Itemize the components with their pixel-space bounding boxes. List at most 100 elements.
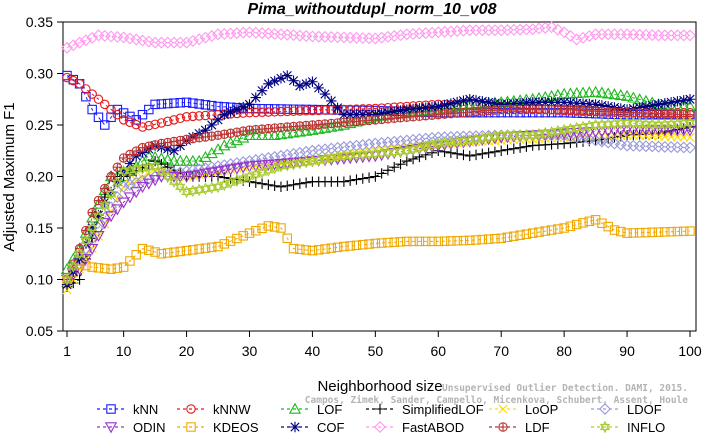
- data-point: [659, 98, 671, 109]
- legend-marker: [186, 404, 196, 414]
- data-point: [238, 231, 248, 241]
- legend-label: kNNW: [213, 402, 251, 417]
- legend-label: FastABOD: [402, 420, 464, 434]
- data-point: [553, 224, 563, 234]
- data-point: [200, 243, 211, 253]
- legend-marker: [374, 403, 386, 415]
- legend-marker: [104, 422, 118, 434]
- data-point: [401, 104, 413, 115]
- series-line: [66, 134, 691, 291]
- data-point: [162, 98, 173, 109]
- data-point: [583, 30, 596, 43]
- data-point: [282, 104, 293, 114]
- data-point: [200, 124, 211, 136]
- data-point: [175, 180, 186, 194]
- data-point: [199, 168, 212, 180]
- data-point: [263, 163, 274, 177]
- data-point: [244, 99, 255, 110]
- data-point: [168, 145, 180, 156]
- y-tick-label: 0.05: [26, 323, 53, 339]
- data-point: [100, 99, 110, 110]
- data-point: [131, 115, 141, 125]
- data-point: [375, 31, 388, 44]
- data-point: [243, 161, 256, 173]
- data-point: [640, 101, 652, 112]
- series-LDF: [62, 104, 695, 285]
- data-point: [112, 109, 123, 120]
- data-point: [672, 96, 683, 107]
- data-point: [269, 222, 280, 232]
- data-point: [672, 226, 683, 237]
- data-point: [212, 28, 225, 41]
- data-point: [527, 97, 538, 108]
- data-point: [238, 101, 249, 113]
- data-point: [181, 112, 192, 122]
- legend-item-COF: COF: [281, 420, 345, 434]
- data-point: [98, 218, 111, 230]
- data-point: [237, 162, 250, 174]
- chart-title: Pima_withoutdupl_norm_10_v08: [248, 1, 497, 18]
- data-point: [162, 248, 173, 258]
- data-point: [369, 32, 382, 45]
- data-point: [257, 223, 267, 234]
- data-point: [609, 225, 620, 235]
- data-point: [295, 244, 305, 255]
- data-point: [426, 26, 438, 39]
- legend-label: LoOP: [525, 402, 558, 417]
- data-point: [269, 180, 280, 191]
- legend-label: KDEOS: [213, 420, 259, 434]
- data-point: [496, 145, 507, 156]
- data-point: [169, 98, 179, 108]
- data-point: [395, 158, 406, 170]
- data-point: [646, 125, 659, 137]
- data-point: [300, 177, 312, 188]
- y-axis: 0.05 0.10 0.15 0.20 0.25 0.30 0.35: [26, 14, 63, 339]
- data-point: [93, 263, 104, 273]
- x-tick-label: 80: [556, 343, 572, 359]
- data-point: [142, 178, 155, 190]
- legend-marker: [374, 421, 386, 433]
- data-point: [628, 228, 639, 238]
- data-point: [131, 119, 141, 130]
- data-point: [616, 226, 626, 237]
- series-line: [66, 219, 691, 280]
- data-point: [136, 182, 149, 194]
- data-point: [73, 36, 86, 49]
- y-tick-label: 0.20: [26, 169, 53, 185]
- data-point: [452, 236, 462, 246]
- legend-item-LDF: LDF: [489, 420, 550, 434]
- data-point: [263, 221, 274, 231]
- data-point: [508, 143, 519, 154]
- data-point: [685, 226, 695, 236]
- data-point: [288, 75, 299, 86]
- data-point: [660, 227, 670, 237]
- data-point: [551, 23, 564, 36]
- data-point: [224, 164, 237, 176]
- data-point: [237, 26, 250, 39]
- data-point: [81, 260, 91, 271]
- data-point: [262, 128, 275, 141]
- data-point: [225, 128, 236, 138]
- data-point: [326, 95, 337, 107]
- data-point: [175, 140, 186, 151]
- data-point: [231, 174, 243, 187]
- data-point: [74, 79, 85, 89]
- data-point: [331, 141, 344, 154]
- data-point: [439, 99, 450, 111]
- data-point: [571, 219, 582, 230]
- data-point: [137, 142, 148, 153]
- data-point: [433, 236, 444, 247]
- data-point: [370, 109, 381, 120]
- data-point: [206, 100, 217, 111]
- data-point: [363, 172, 375, 183]
- data-point: [123, 192, 137, 204]
- y-tick-label: 0.10: [26, 272, 53, 288]
- data-point: [150, 247, 160, 257]
- credit-line-2: Campos, Zimek, Sander, Campello, Micenko…: [305, 395, 688, 406]
- data-point: [232, 127, 242, 137]
- data-point: [180, 171, 193, 183]
- data-point: [123, 178, 136, 191]
- data-point: [156, 118, 167, 128]
- data-point: [61, 273, 73, 286]
- data-point: [205, 167, 218, 179]
